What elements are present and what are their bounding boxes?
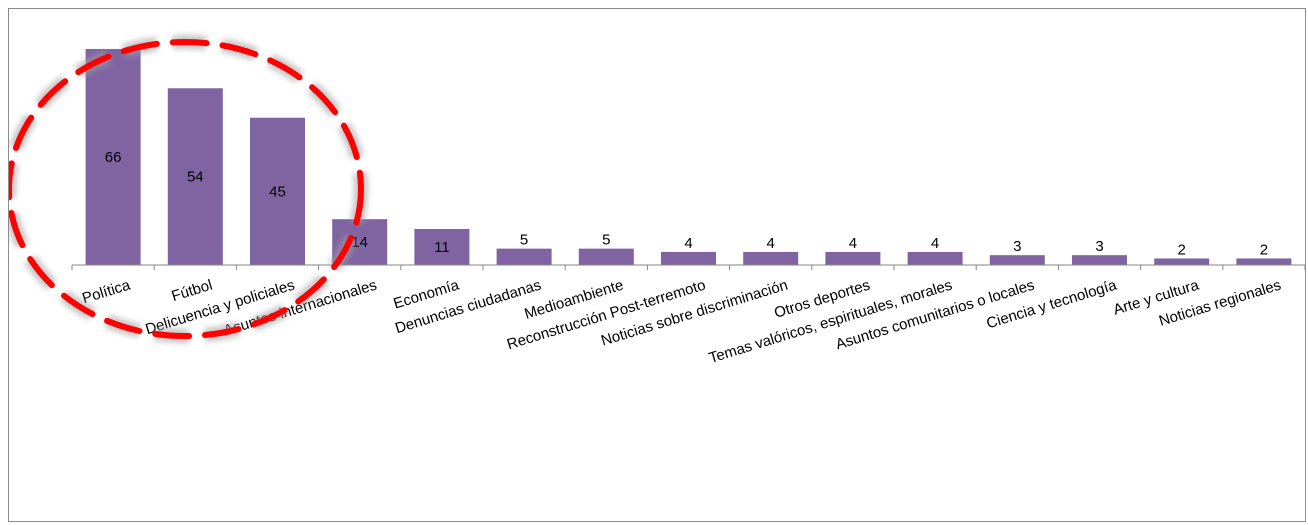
highlight-ellipse	[9, 39, 364, 339]
data-label-15: 2	[1260, 241, 1268, 258]
bar-11[interactable]	[907, 251, 963, 265]
data-label-11: 4	[931, 235, 939, 252]
data-label-14: 2	[1178, 241, 1186, 258]
data-label-1: 66	[105, 149, 122, 166]
category-label-2: Fútbol	[170, 277, 215, 305]
bar-7[interactable]	[578, 248, 634, 265]
data-label-3: 45	[269, 183, 286, 200]
bar-13[interactable]	[1072, 255, 1127, 265]
bar-10[interactable]	[825, 251, 881, 265]
data-label-12: 3	[1013, 238, 1021, 255]
data-label-9: 4	[767, 235, 775, 252]
data-label-13: 3	[1095, 238, 1103, 255]
data-label-2: 54	[187, 169, 204, 186]
bar-14[interactable]	[1154, 258, 1210, 265]
bar-6[interactable]	[496, 248, 552, 265]
bar-12[interactable]	[989, 255, 1045, 265]
data-label-10: 4	[849, 235, 857, 252]
bar-1[interactable]	[85, 49, 141, 265]
data-label-5: 11	[434, 239, 450, 256]
bar-2[interactable]	[167, 88, 223, 265]
bar-5[interactable]	[414, 229, 470, 265]
chart-frame: 66 54 45 14 11 5 5 4 4 4 4 3 3 2 2 Política Fútbol Delic…	[8, 8, 1306, 522]
data-label-8: 4	[684, 235, 692, 252]
data-label-4: 14	[351, 234, 368, 251]
bar-15[interactable]	[1236, 258, 1292, 265]
category-label-1: Política	[80, 276, 133, 307]
bar-9[interactable]	[743, 251, 799, 265]
bar-8[interactable]	[661, 251, 716, 265]
data-label-7: 5	[602, 232, 610, 249]
bar-3[interactable]	[250, 117, 305, 266]
data-label-6: 5	[520, 232, 528, 249]
category-label-6: Denuncias ciudadanas	[393, 277, 543, 338]
